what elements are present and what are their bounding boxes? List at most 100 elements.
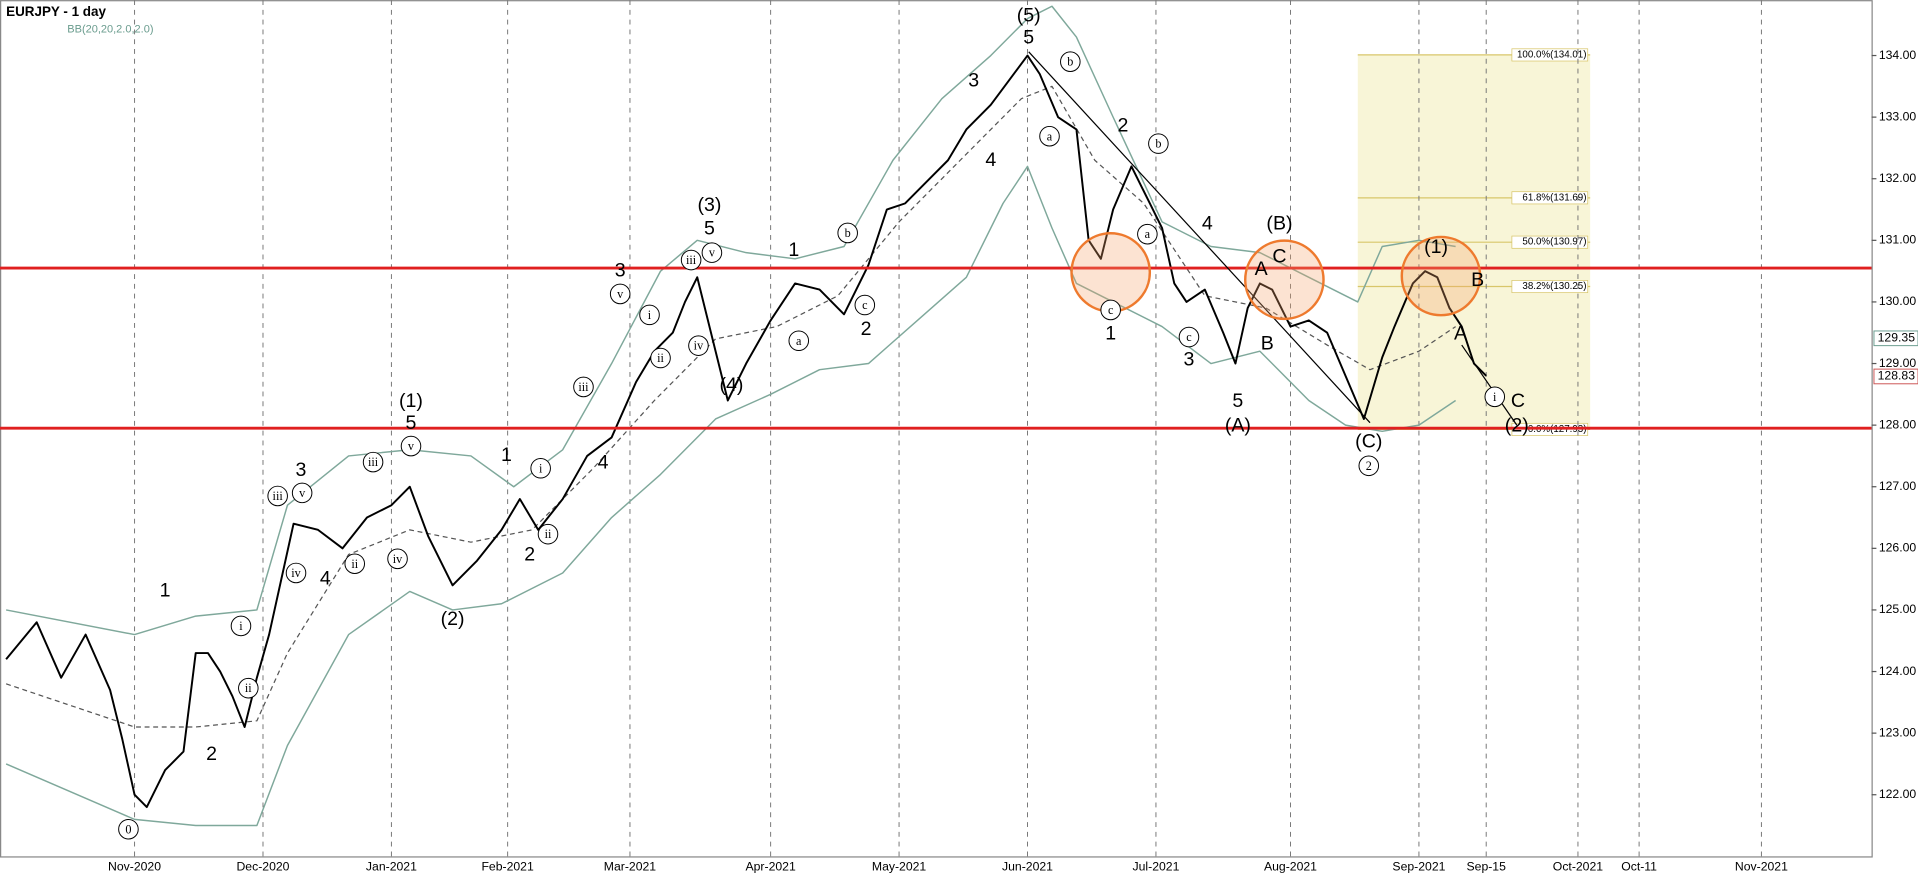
wave-label: B [1261, 333, 1274, 355]
wave-label: a [1047, 129, 1053, 143]
y-tick-label: 127.00 [1879, 479, 1917, 493]
wave-circle [238, 677, 259, 699]
wave-label: B [1471, 269, 1484, 291]
wave-circle [1100, 299, 1121, 321]
wave-label: b [845, 226, 851, 240]
y-tick-label: 129.00 [1879, 356, 1917, 370]
wave-label: b [1155, 137, 1161, 151]
x-tick-label: May-2021 [872, 860, 927, 874]
wave-circle [650, 347, 671, 369]
fib-label-box [1511, 191, 1589, 205]
wave-label: 1 [1105, 323, 1116, 345]
y-tick-label: 133.00 [1879, 109, 1917, 123]
y-tick-label: 124.00 [1879, 664, 1917, 678]
price-line [5, 85, 1456, 728]
wave-label: iii [368, 455, 379, 469]
fib-label: 61.8%(131.69) [1522, 192, 1586, 203]
wave-circle [788, 330, 810, 352]
wave-label: 2 [861, 318, 872, 340]
wave-label: 5 [704, 217, 715, 239]
wave-label: v [299, 486, 306, 500]
wave-label: iv [291, 566, 301, 580]
wave-label: iii [686, 253, 697, 267]
wave-circle [701, 242, 723, 263]
price-tag-box [1873, 330, 1918, 347]
x-tick-label: Aug-2021 [1264, 860, 1317, 874]
wave-label: c [1186, 330, 1192, 344]
wave-label: 3 [295, 459, 306, 481]
wave-label: (1) [1424, 236, 1448, 258]
x-tick-label: Sep-15 [1467, 860, 1507, 874]
y-tick-label: 132.00 [1879, 171, 1917, 185]
indicator-label: BB(20,20,2.0,2.0) [67, 23, 153, 35]
wave-label: 4 [598, 451, 609, 473]
wave-label: 1 [788, 239, 799, 261]
price-tag: 129.35 [1878, 331, 1916, 345]
wave-label: (2) [1505, 415, 1529, 437]
wave-circle [285, 562, 307, 584]
x-tick-label: Nov-2021 [1735, 860, 1788, 874]
wave-label: a [796, 334, 802, 348]
wave-label: (4) [720, 374, 744, 396]
wave-label: i [648, 308, 652, 322]
highlight-circle [1244, 239, 1325, 321]
wave-circle [118, 818, 139, 840]
y-tick-label: 131.00 [1879, 233, 1917, 247]
wave-label: iii [273, 489, 284, 503]
x-tick-label: Feb-2021 [481, 860, 534, 874]
wave-circle [344, 553, 366, 575]
wave-label: 5 [1232, 390, 1243, 412]
wave-circle [1484, 386, 1506, 408]
wave-label: 1 [160, 580, 171, 602]
x-tick-label: Nov-2020 [108, 860, 161, 874]
wave-label: 0 [125, 822, 131, 836]
wave-label: (B) [1266, 212, 1292, 234]
wave-label: (A) [1225, 415, 1251, 437]
fib-label-box [1511, 235, 1589, 249]
wave-label: (C) [1355, 431, 1382, 453]
wave-label: (1) [399, 390, 423, 412]
y-tick-label: 123.00 [1879, 725, 1917, 739]
highlight-circle [1400, 235, 1482, 317]
wave-label: 3 [615, 259, 626, 281]
wave-label: C [1272, 246, 1286, 268]
wave-circle [362, 451, 384, 473]
wave-label: (5) [1017, 4, 1041, 26]
wave-label: ii [245, 681, 252, 695]
trend-line [1028, 51, 1371, 424]
wave-label: 3 [968, 70, 979, 92]
wave-label: b [1067, 55, 1073, 69]
y-tick-label: 122.00 [1879, 787, 1917, 801]
x-tick-label: Jul-2021 [1133, 860, 1180, 874]
wave-label: ii [351, 557, 358, 571]
fib-label-box [1511, 48, 1589, 62]
wave-circle [537, 523, 559, 545]
wave-circle [530, 457, 551, 479]
wave-label: 2 [206, 743, 217, 765]
x-tick-label: Mar-2021 [604, 860, 656, 874]
wave-label: i [1493, 390, 1497, 404]
wave-label: iii [578, 380, 589, 394]
price-line [5, 54, 1487, 809]
wave-label: 5 [1023, 26, 1034, 48]
wave-label: 2 [1366, 459, 1372, 473]
x-tick-label: Sep-2021 [1392, 860, 1445, 874]
y-tick-label: 126.00 [1879, 541, 1917, 555]
x-tick-label: Oct-2021 [1553, 860, 1603, 874]
wave-label: c [1108, 303, 1114, 317]
price-line [5, 165, 1457, 827]
fib-label: 100.0%(134.01) [1517, 49, 1587, 60]
x-tick-label: Apr-2021 [745, 860, 795, 874]
wave-circle [1039, 125, 1060, 147]
wave-label: 2 [524, 543, 535, 565]
wave-label: ii [545, 527, 552, 541]
x-tick-label: Jun-2021 [1002, 860, 1053, 874]
wave-label: ii [657, 351, 664, 365]
wave-label: 3 [1184, 349, 1195, 371]
wave-circle [1178, 326, 1200, 348]
wave-circle [1137, 223, 1158, 245]
wave-label: 1 [501, 444, 512, 466]
wave-circle [854, 294, 876, 316]
